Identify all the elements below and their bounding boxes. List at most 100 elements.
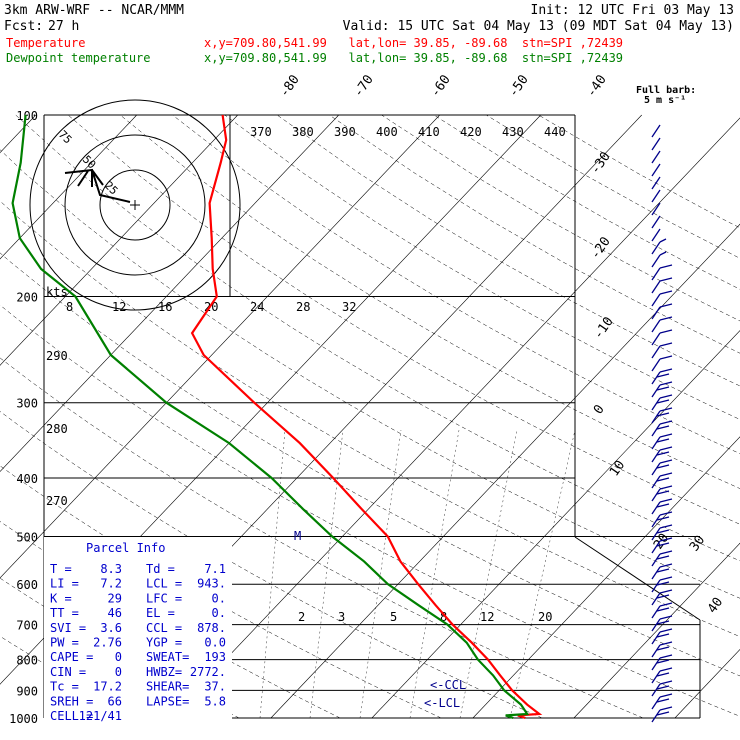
mixing-ratio-label: 2 bbox=[298, 610, 305, 624]
fcst-value: 27 h bbox=[48, 19, 79, 34]
isotherm-line bbox=[573, 542, 740, 719]
wind-barb-flag bbox=[659, 251, 667, 256]
isotherm-tick-label: 0 bbox=[591, 402, 608, 417]
wind-barb-flag bbox=[659, 498, 673, 503]
wind-barb bbox=[651, 241, 661, 255]
wind-barb-flag bbox=[659, 563, 673, 568]
parcel-info-cell: Tc = bbox=[50, 680, 79, 694]
parcel-info-rows: T = 8.3 Td = 7.1 LI = 7.2 LCL = 943. K = 29 LFC = 0… bbox=[50, 562, 226, 723]
wind-barb bbox=[651, 176, 661, 190]
wind-barb-flag bbox=[656, 438, 670, 443]
mixing-ratio-label: 8 bbox=[440, 610, 447, 624]
wind-barb bbox=[651, 683, 661, 697]
pressure-tick-label: 100 bbox=[16, 109, 38, 123]
hodo-speed-label: 32 bbox=[342, 300, 356, 314]
wind-barb-flag bbox=[659, 264, 673, 269]
isotherm-tick-label: -40 bbox=[584, 72, 610, 100]
wind-barb bbox=[651, 696, 661, 710]
wind-barb-flag bbox=[659, 667, 673, 672]
valid-time: Valid: 15 UTC Sat 04 May 13 (09 MDT Sat … bbox=[343, 19, 734, 34]
parcel-info-cell: TT = bbox=[50, 606, 79, 620]
model-title: 3km ARW-WRF -- NCAR/MMM bbox=[4, 3, 184, 18]
isotherm-tick-label: 40 bbox=[705, 595, 726, 616]
temperature-legend-label: Temperature bbox=[6, 36, 85, 50]
isotherm-tick-label: -50 bbox=[506, 72, 532, 100]
wind-barb-flag bbox=[659, 641, 673, 646]
wind-barb-flag bbox=[656, 490, 670, 495]
wind-barb-flag bbox=[659, 602, 673, 607]
wind-barb-flag bbox=[659, 446, 673, 451]
parcel-info-cell: 0 bbox=[115, 650, 122, 664]
wind-barb-flag bbox=[659, 290, 673, 295]
wind-barb-flag bbox=[659, 303, 673, 308]
wind-barb-flag bbox=[659, 394, 673, 399]
hodo-speed-label: 16 bbox=[158, 300, 172, 314]
pressure-tick-label: 300 bbox=[16, 397, 38, 411]
hodo-ring-label: 25 bbox=[102, 179, 121, 198]
dry-adiabat-line bbox=[172, 114, 740, 454]
isotherm-tick-label: -10 bbox=[591, 314, 617, 342]
wind-barb-flag bbox=[659, 277, 673, 282]
parcel-info-cell: SWEAT= bbox=[146, 650, 189, 664]
fcst-label: Fcst: bbox=[4, 19, 43, 34]
wind-barb bbox=[651, 488, 661, 502]
ccl-marker: <-CCL bbox=[430, 678, 466, 692]
wind-barb-flag bbox=[656, 542, 670, 547]
pressure-tick-label: 900 bbox=[16, 684, 38, 698]
wind-barb-flag bbox=[656, 529, 670, 534]
wind-barb bbox=[651, 501, 661, 515]
wind-barb-flag bbox=[659, 693, 673, 698]
series-lines bbox=[11, 114, 543, 720]
wind-barb bbox=[651, 397, 661, 411]
wind-barb bbox=[651, 475, 661, 489]
wind-barb bbox=[651, 644, 661, 658]
parcel-info-cell: 3.6 bbox=[100, 621, 122, 635]
theta-tick-label: 390 bbox=[334, 125, 356, 139]
wind-barb bbox=[651, 280, 661, 294]
parcel-info-cell: 2.76 bbox=[93, 636, 122, 650]
parcel-info-cell: 878. bbox=[197, 621, 226, 635]
theta-tick-label: 370 bbox=[250, 125, 272, 139]
wind-barb bbox=[651, 293, 661, 307]
wind-barb-flag bbox=[659, 537, 673, 542]
wind-barb-flag bbox=[656, 477, 670, 482]
full-barb-label: Full barb: bbox=[636, 85, 696, 96]
lcl-marker: <-LCL bbox=[424, 696, 460, 710]
isotherm-line bbox=[674, 649, 740, 719]
wind-barb-flag bbox=[659, 329, 673, 334]
hodo-ring-label: 75 bbox=[56, 128, 75, 147]
parcel-info-cell: LFC = bbox=[146, 591, 182, 605]
wind-barb-flag bbox=[656, 386, 670, 391]
wind-barb-flag bbox=[656, 594, 670, 599]
parcel-info-cell: 0.0 bbox=[204, 636, 226, 650]
wind-barb-flag bbox=[659, 615, 673, 620]
wind-barb bbox=[651, 553, 661, 567]
parcel-info-cell: SHEAR= bbox=[146, 680, 189, 694]
wind-barb bbox=[651, 332, 661, 346]
wind-barb bbox=[651, 150, 661, 164]
isotherm-tick-label: -80 bbox=[277, 72, 303, 100]
wind-barb bbox=[651, 657, 661, 671]
isotherm-line bbox=[0, 114, 440, 579]
theta-tick-label: 380 bbox=[292, 125, 314, 139]
dry-adiabat-line bbox=[0, 411, 543, 719]
isotherm-line bbox=[0, 114, 137, 260]
parcel-info-cell: 2772. bbox=[190, 665, 226, 679]
wind-barb-flag bbox=[659, 381, 673, 386]
wind-barb bbox=[651, 124, 661, 138]
wind-barb bbox=[651, 254, 661, 268]
theta-tick-label: 410 bbox=[418, 125, 440, 139]
wind-barb-flag bbox=[656, 581, 670, 586]
wind-barb-flag bbox=[656, 399, 670, 404]
isotherm-line bbox=[270, 223, 740, 719]
wind-barb-flag bbox=[659, 368, 673, 373]
wind-barb-flag bbox=[656, 568, 670, 573]
parcel-info-cell: 7.2 bbox=[100, 577, 122, 591]
parcel-info-cell: 46 bbox=[108, 606, 122, 620]
parcel-info-cell: T = bbox=[50, 562, 72, 576]
wind-barb bbox=[651, 215, 661, 229]
theta-tick-label: 430 bbox=[502, 125, 524, 139]
init-time: Init: 12 UTC Fri 03 May 13 bbox=[531, 3, 735, 18]
wind-barb bbox=[651, 306, 661, 320]
